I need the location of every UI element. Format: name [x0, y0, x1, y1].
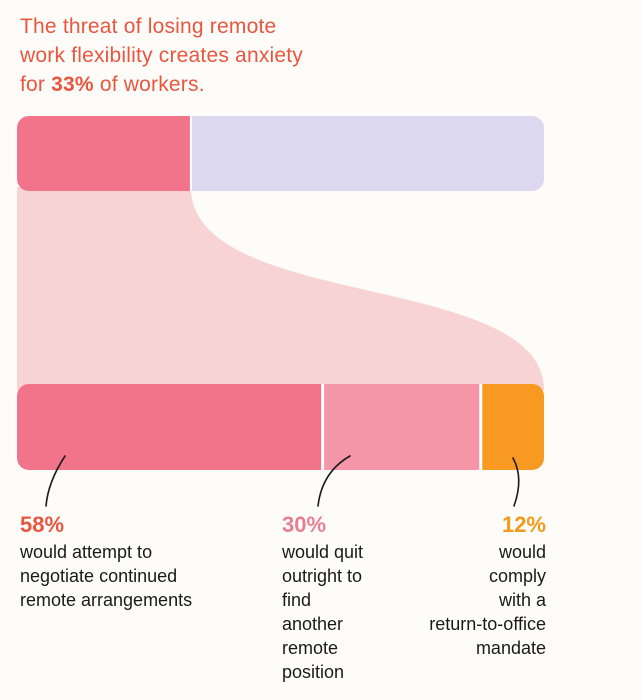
bar-segment-anxious [17, 116, 191, 191]
text-comply-4: return-to-office [429, 614, 546, 634]
text-quit-5: remote [282, 638, 339, 658]
text-negotiate-2: negotiate continued [20, 566, 178, 586]
bar-segment-not-anxious [190, 116, 544, 191]
bar-segment-negotiate [17, 384, 323, 470]
leader-quit [317, 455, 351, 507]
text-quit-2: outright to [282, 566, 363, 586]
headline: The threat of losing remote work flexibi… [20, 12, 440, 99]
headline-line-3-pre: for [20, 73, 52, 96]
pct-quit: 30% [282, 512, 327, 537]
leader-comply [512, 457, 520, 507]
label-quit: 30% would quit outright to find another … [282, 510, 402, 684]
text-comply-3: with a [498, 590, 546, 610]
text-quit-6: position [282, 662, 345, 682]
text-comply-2: comply [488, 566, 546, 586]
text-quit-3: find [282, 590, 312, 610]
text-negotiate-1: would attempt to [20, 542, 153, 562]
flow-band [17, 187, 544, 390]
text-comply-1: would [498, 542, 546, 562]
leader-negotiate [45, 455, 66, 507]
text-negotiate-3: remote arrangements [20, 590, 193, 610]
bar-segment-comply [480, 384, 544, 470]
pct-negotiate: 58% [20, 512, 65, 537]
headline-line-2: work flexibility creates anxiety [20, 44, 303, 67]
label-negotiate: 58% would attempt to negotiate continued… [20, 510, 260, 612]
headline-line-3-post: of workers. [93, 73, 205, 96]
text-comply-5: mandate [475, 638, 546, 658]
label-comply: 12% would comply with a return-to-office… [386, 510, 546, 660]
headline-line-1: The threat of losing remote [20, 15, 277, 38]
text-quit-1: would quit [282, 542, 364, 562]
text-quit-4: another [282, 614, 344, 634]
pct-comply: 12% [501, 512, 546, 537]
headline-pct: 33% [51, 73, 94, 96]
bar-segment-quit [322, 384, 481, 470]
